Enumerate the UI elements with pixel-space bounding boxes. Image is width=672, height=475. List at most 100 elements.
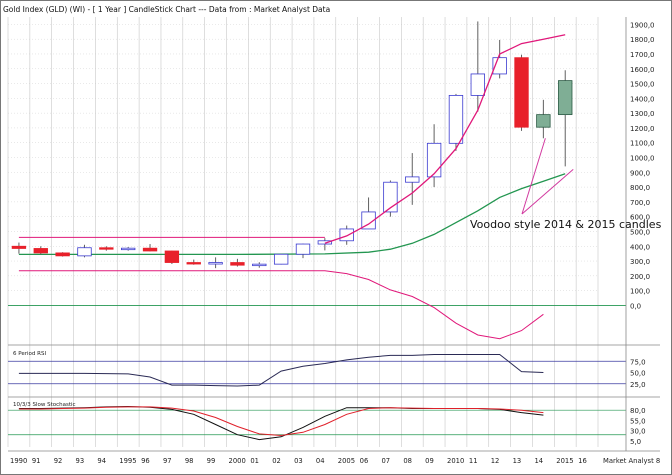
candle [252,262,267,268]
rsi-line [18,354,544,387]
candle-body [339,228,354,242]
candle-body [514,57,529,128]
x-tick-label: 2000 [229,457,246,465]
stochastic-y-tick-label: 5,0 [630,438,641,446]
candle-body [426,142,442,178]
candle-body [405,176,420,183]
y-tick-label: 700,0 [630,199,650,207]
candle [558,70,573,167]
y-tick-label: 1700,0 [630,51,655,59]
x-tick-label: 94 [97,457,106,465]
stochastic-panel: 10/3/3 Slow Stochastic 80,0 55,0 30,0 5,0 [8,402,646,446]
x-tick-label: 93 [76,457,85,465]
x-tick-label: 92 [54,457,63,465]
x-tick-label: 97 [163,457,172,465]
candle-body [536,114,551,128]
candle [121,246,136,251]
candle-body [33,248,48,254]
x-tick-label: 1995 [119,457,136,465]
candle [295,243,311,259]
candle [317,238,333,251]
candle [164,250,180,265]
rsi-y-tick-label: 50,0 [630,370,646,378]
x-tick-label: 02 [272,457,281,465]
candle-body [383,181,398,213]
rsi-title: 6 Period RSI [13,351,46,357]
x-tick-label: 99 [207,457,216,465]
y-tick-label: 1400,0 [630,95,655,103]
x-tick-label: 13 [513,457,522,465]
y-tick-label: 1600,0 [630,66,655,74]
annotation-arrow [521,138,546,215]
x-tick-label: 16 [578,457,587,465]
y-tick-label: 0,0 [630,302,641,310]
candle [142,244,158,252]
candle [55,252,70,257]
candle [361,197,376,230]
candle-body [121,247,136,251]
stochastic-d-line [18,406,544,437]
x-tick-label: 12 [491,457,500,465]
x-tick-label: 98 [185,457,194,465]
candle-body [470,73,485,96]
candle-body [295,243,311,255]
x-tick-label: 91 [32,457,41,465]
candle-body [361,211,376,230]
x-axis-label: Market Analyst 8 [603,457,660,465]
y-tick-label: 1200,0 [630,125,655,133]
x-tick-label: 07 [381,457,390,465]
candle [405,153,420,205]
x-tick-label: 04 [316,457,325,465]
y-tick-label: 1500,0 [630,81,655,89]
y-tick-label: 500,0 [630,228,650,236]
candle-body [558,80,573,116]
candle [273,253,289,265]
candle [208,257,223,269]
x-tick-label: 03 [294,457,303,465]
y-tick-label: 400,0 [630,243,650,251]
stochastic-title: 10/3/3 Slow Stochastic [13,402,76,408]
grid [7,17,599,447]
candle [77,244,92,258]
x-tick-label: 2010 [447,457,464,465]
y-tick-label: 800,0 [630,184,650,192]
rsi-y-tick-label: 75,0 [630,358,646,366]
candle-body [317,240,333,245]
y-tick-label: 1300,0 [630,110,655,118]
candle [448,93,464,151]
candle [11,242,27,254]
chart-title: Gold Index (GLD) (WI) - [ 1 Year ] Candl… [3,5,330,14]
candle-body [186,262,201,265]
rsi-y-tick-label: 25,0 [630,381,646,389]
candle-body [252,263,267,267]
y-tick-label: 1800,0 [630,36,655,44]
candle-body [77,247,92,257]
moving-average-long-line [18,173,566,256]
candle-body [448,94,464,144]
candle [514,54,529,131]
candle [426,124,442,188]
annotation-arrow [521,168,574,215]
candle-body [230,262,245,266]
rsi-panel: 6 Period RSI 75,0 50,0 25,0 [8,351,646,389]
x-tick-label: 09 [425,457,434,465]
x-tick-label: 14 [534,457,543,465]
annotation-text: Voodoo style 2014 & 2015 candles [470,218,662,231]
candle-body [273,253,289,265]
candle [230,258,245,267]
x-tick-label: 11 [469,457,478,465]
candle [470,21,485,112]
candle-body [11,245,27,249]
stochastic-y-tick-label: 55,0 [630,417,646,425]
x-tick-label: 06 [360,457,369,465]
candle [383,180,398,217]
x-tick-label: 08 [403,457,412,465]
stochastic-y-tick-label: 80,0 [630,407,646,415]
candle [186,259,201,265]
candle-body [55,252,70,257]
axes: 1900,0 1800,0 1700,0 1600,0 1500,0 1400,0 1300… [8,17,660,465]
candle-body [99,247,114,250]
y-tick-label: 100,0 [630,288,650,296]
y-tick-label: 1000,0 [630,155,655,163]
